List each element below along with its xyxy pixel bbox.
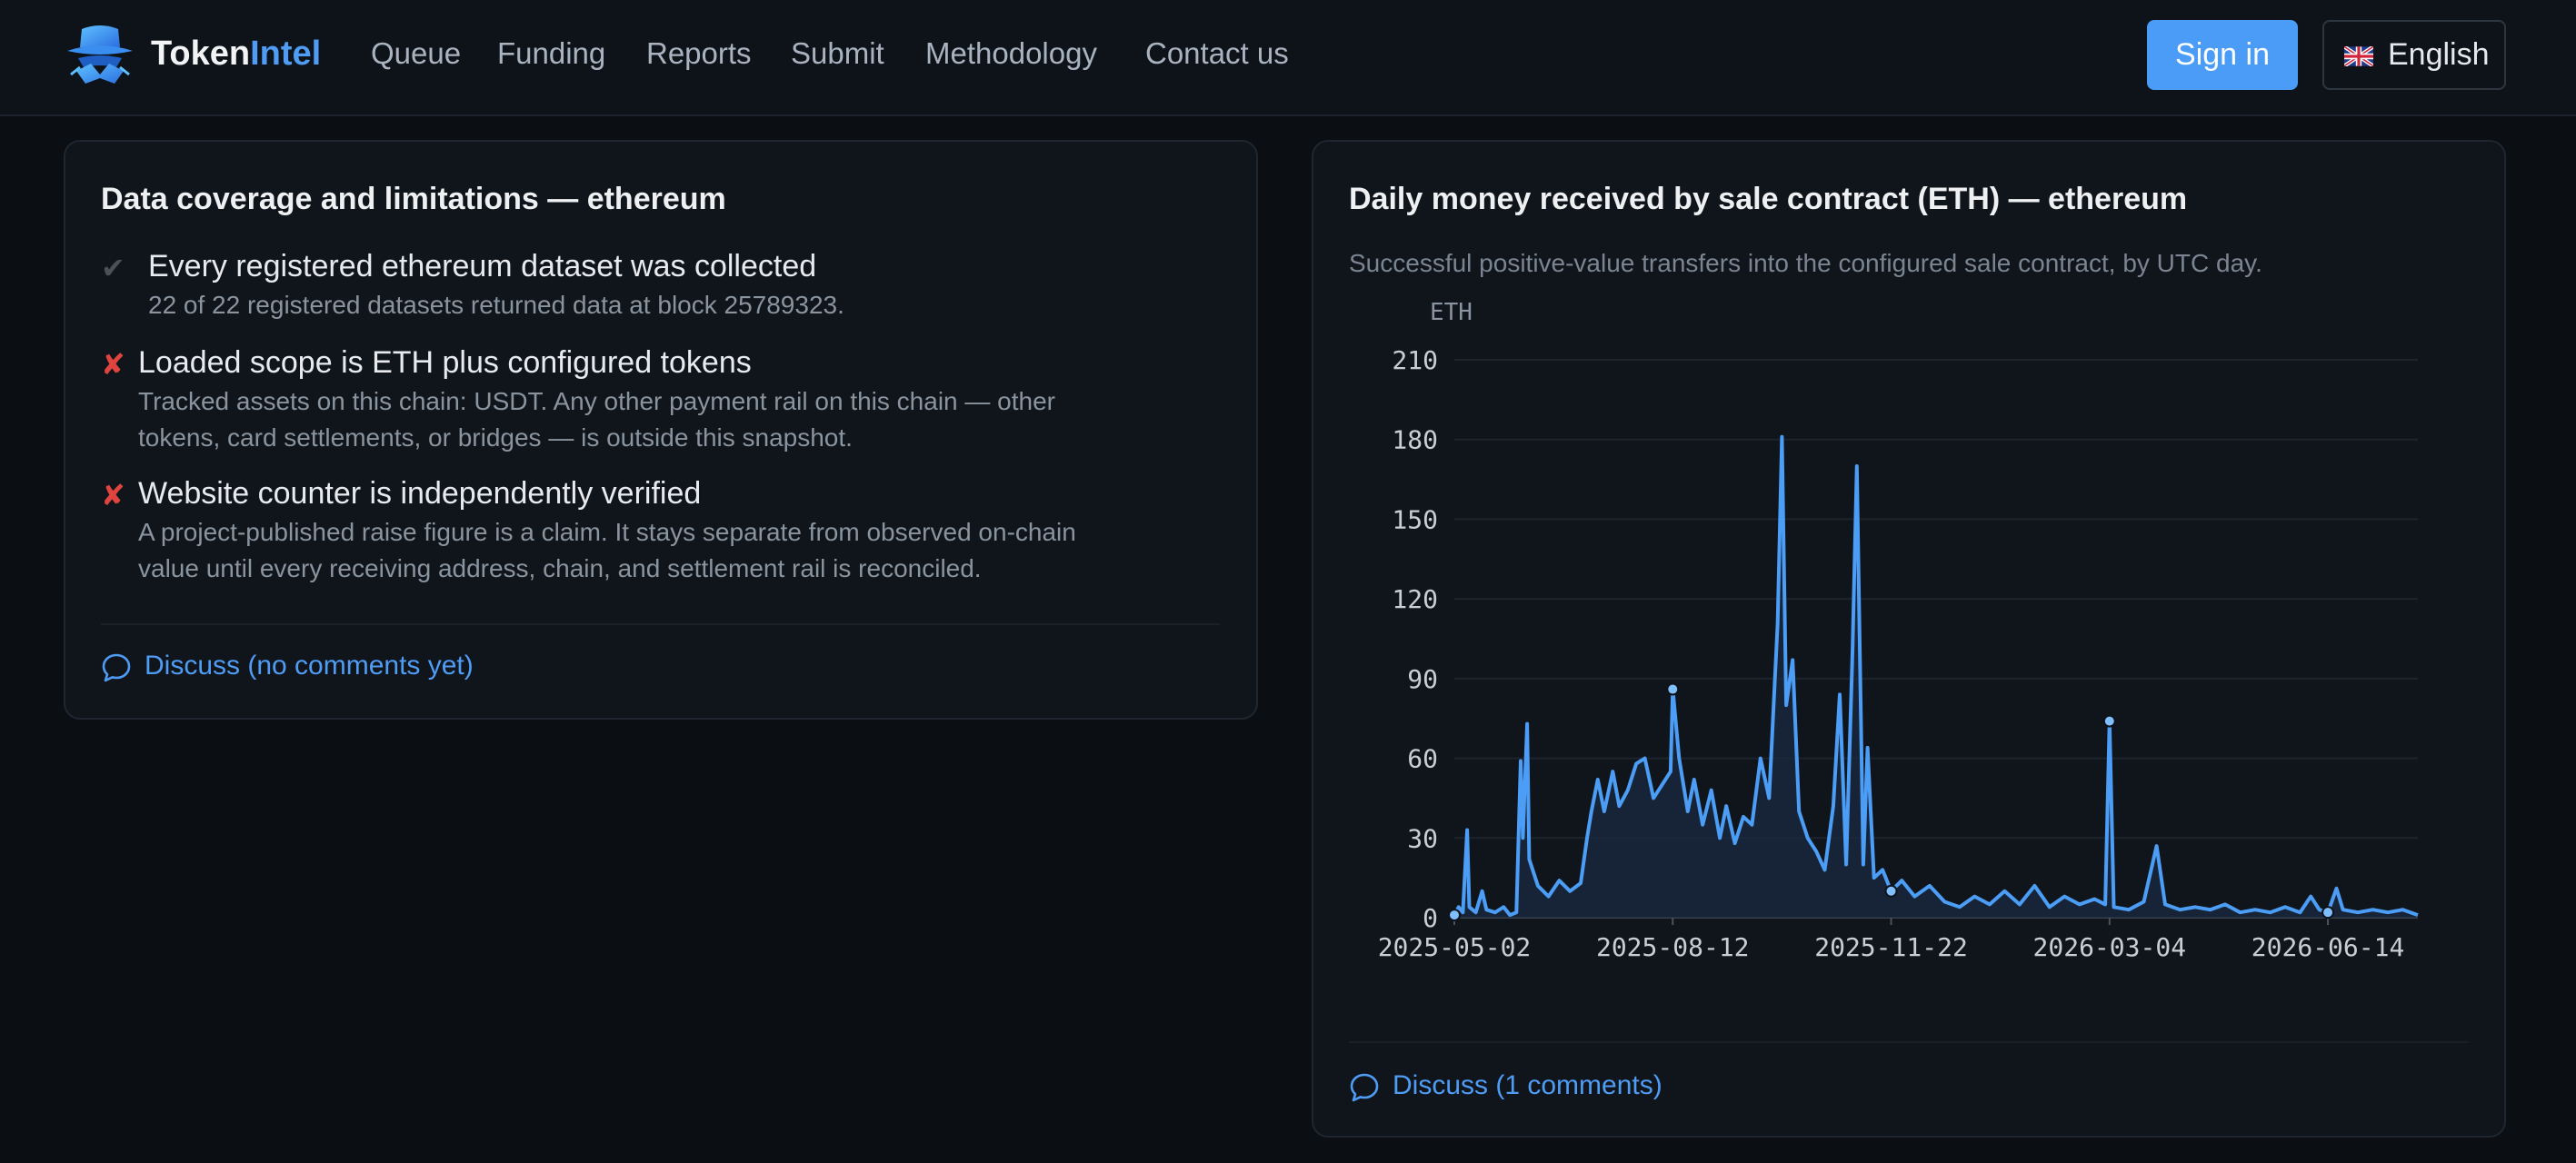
coverage-item-heading: Every registered ethereum dataset was co… xyxy=(148,249,817,283)
y-tick-label: 60 xyxy=(1407,744,1438,774)
coverage-item-detail-line: A project-published raise figure is a cl… xyxy=(138,518,1076,546)
spy-hat-logo-icon[interactable] xyxy=(64,20,136,91)
brand-name[interactable]: TokenIntel xyxy=(151,35,321,74)
data-point-marker xyxy=(2321,906,2335,919)
nav-link-contact-us[interactable]: Contact us xyxy=(1145,36,1289,70)
chat-bubble-icon xyxy=(102,653,131,682)
checkmark-icon: ✔ xyxy=(101,252,125,284)
coverage-item-heading: Website counter is independently verifie… xyxy=(138,476,702,511)
coverage-item-detail: 22 of 22 registered datasets returned da… xyxy=(148,291,844,319)
series-line xyxy=(1453,434,2419,918)
nav-link-funding[interactable]: Funding xyxy=(497,36,606,70)
coverage-item-detail-line: Tracked assets on this chain: USDT. Any … xyxy=(138,387,1055,415)
coverage-item-heading: Loaded scope is ETH plus configured toke… xyxy=(138,345,752,380)
y-tick-label: 180 xyxy=(1392,425,1438,455)
coverage-item-detail-line: value until every receiving address, cha… xyxy=(138,554,982,582)
daily-receipts-chart-card: Daily money received by sale contract (E… xyxy=(1312,140,2506,1138)
coverage-item-scope: ✘ Loaded scope is ETH plus configured to… xyxy=(101,345,1220,454)
data-coverage-card: Data coverage and limitations — ethereum… xyxy=(64,140,1258,720)
x-tick-label: 2025-08-12 xyxy=(1596,932,1750,962)
chat-bubble-icon xyxy=(1350,1073,1379,1102)
data-point-marker xyxy=(1884,884,1898,898)
card-divider xyxy=(101,623,1220,625)
data-point-marker xyxy=(2102,714,2116,728)
discuss-link-label: Discuss (1 comments) xyxy=(1393,1070,1662,1100)
data-point-marker xyxy=(1666,682,1680,696)
coverage-item-website-counter: ✘ Website counter is independently verif… xyxy=(101,476,1220,585)
language-selector-button[interactable]: English xyxy=(2322,20,2506,90)
discuss-link-label: Discuss (no comments yet) xyxy=(145,651,474,681)
y-tick-label: 120 xyxy=(1392,584,1438,614)
top-navigation-bar: TokenIntel Queue Funding Reports Submit … xyxy=(0,0,2576,116)
y-tick-label: 210 xyxy=(1392,345,1438,375)
daily-eth-area-chart: ETH 0 30 60 90 120 150 180 210 2025-05-02 2025-08-… xyxy=(1378,299,2419,962)
nav-link-submit[interactable]: Submit xyxy=(791,36,884,70)
uk-flag-icon xyxy=(2344,46,2373,66)
x-tick-label: 2026-03-04 xyxy=(2033,932,2187,962)
y-tick-label: 150 xyxy=(1392,504,1438,534)
chart-card-subtitle: Successful positive-value transfers into… xyxy=(1349,249,2262,277)
sign-in-button[interactable]: Sign in xyxy=(2147,20,2298,90)
y-tick-label: 30 xyxy=(1407,823,1438,853)
y-axis-label: ETH xyxy=(1430,299,1473,326)
language-label: English xyxy=(2388,37,2490,72)
nav-link-methodology[interactable]: Methodology xyxy=(925,36,1097,70)
brand-intel-text: Intel xyxy=(250,35,322,73)
nav-link-reports[interactable]: Reports xyxy=(646,36,752,70)
nav-link-queue[interactable]: Queue xyxy=(371,36,462,70)
y-tick-label: 0 xyxy=(1423,903,1438,933)
cross-icon: ✘ xyxy=(101,479,125,512)
series-area xyxy=(1454,436,2418,918)
x-tick-label: 2025-05-02 xyxy=(1378,932,1532,962)
data-point-marker xyxy=(1448,909,1461,922)
brand-token-text: Token xyxy=(151,35,251,73)
coverage-item-detail-line: tokens, card settlements, or bridges — i… xyxy=(138,423,853,452)
x-tick-label: 2026-06-14 xyxy=(2252,932,2405,962)
card-divider xyxy=(1349,1041,2468,1043)
coverage-card-title: Data coverage and limitations — ethereum xyxy=(101,182,726,216)
chart-card-title: Daily money received by sale contract (E… xyxy=(1349,182,2188,216)
cross-icon: ✘ xyxy=(101,348,125,381)
coverage-item-datasets: ✔ Every registered ethereum dataset was … xyxy=(101,249,1220,331)
x-tick-label: 2025-11-22 xyxy=(1814,932,1968,962)
y-tick-label: 90 xyxy=(1407,664,1438,694)
